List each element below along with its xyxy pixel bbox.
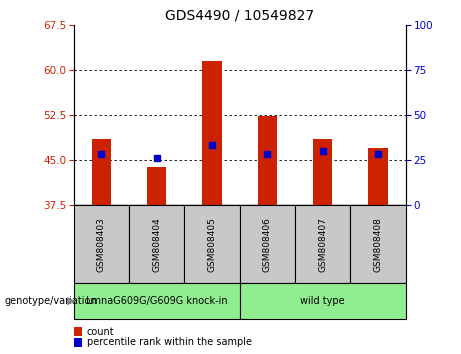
Title: GDS4490 / 10549827: GDS4490 / 10549827 <box>165 8 314 22</box>
Text: ▶: ▶ <box>67 296 75 306</box>
Text: GSM808406: GSM808406 <box>263 217 272 272</box>
Text: GSM808403: GSM808403 <box>97 217 106 272</box>
Bar <box>147 167 166 205</box>
Text: percentile rank within the sample: percentile rank within the sample <box>87 337 252 347</box>
Bar <box>258 116 277 205</box>
Text: GSM808407: GSM808407 <box>318 217 327 272</box>
Bar <box>368 148 388 205</box>
Text: GSM808404: GSM808404 <box>152 217 161 272</box>
Text: wild type: wild type <box>301 296 345 306</box>
Bar <box>313 139 332 205</box>
Text: GSM808408: GSM808408 <box>373 217 383 272</box>
Text: LmnaG609G/G609G knock-in: LmnaG609G/G609G knock-in <box>86 296 228 306</box>
Bar <box>92 139 111 205</box>
Bar <box>202 61 222 205</box>
Text: count: count <box>87 327 114 337</box>
Text: GSM808405: GSM808405 <box>207 217 217 272</box>
Text: genotype/variation: genotype/variation <box>5 296 97 306</box>
